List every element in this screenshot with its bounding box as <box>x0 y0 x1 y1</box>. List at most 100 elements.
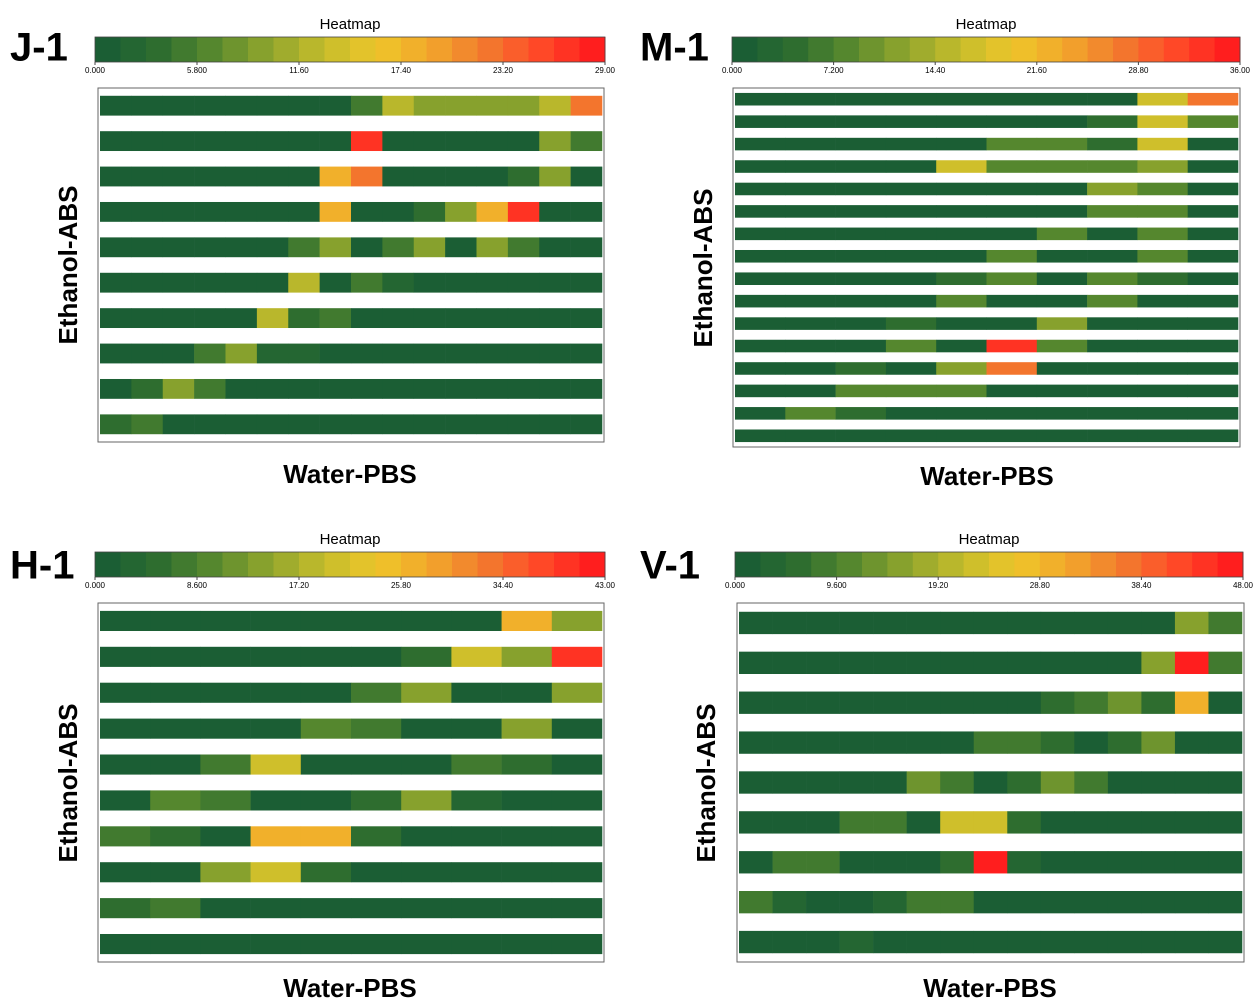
heat-cell <box>351 862 402 883</box>
heat-cell <box>936 294 987 308</box>
heat-cell <box>256 414 289 435</box>
heat-cell <box>445 237 477 258</box>
heat-cell <box>936 272 987 286</box>
heat-cell <box>940 611 975 635</box>
heat-cell <box>100 610 151 632</box>
heat-cell <box>413 237 446 258</box>
heat-cell <box>1040 731 1075 754</box>
heat-cell <box>539 308 571 329</box>
colorbar-segment <box>785 552 812 577</box>
heat-cell <box>940 930 975 954</box>
colorbar-segment <box>401 37 427 62</box>
heat-cell <box>835 182 887 196</box>
heat-cell <box>256 237 289 258</box>
heat-cell <box>785 384 836 398</box>
heat-cell <box>1107 691 1142 714</box>
colorbar-segment <box>299 552 325 577</box>
heat-cell <box>735 294 786 308</box>
heat-cell <box>476 95 509 116</box>
colorbar-segment <box>503 37 529 62</box>
heat-cell <box>570 201 603 222</box>
heat-cell <box>351 378 383 399</box>
heat-cell <box>1187 384 1239 398</box>
heat-cell <box>100 378 132 399</box>
heat-cell <box>225 378 258 399</box>
heat-cell <box>507 343 540 364</box>
heat-cell <box>150 610 201 632</box>
heat-cell <box>194 166 226 187</box>
heat-cell <box>445 95 477 116</box>
heat-cell <box>735 137 786 151</box>
heat-cell <box>351 237 383 258</box>
heat-cell <box>300 933 352 955</box>
heat-cell <box>100 237 132 258</box>
heat-cell <box>256 272 289 293</box>
heat-cell <box>1087 227 1138 241</box>
heat-cell <box>507 237 540 258</box>
heat-cell <box>885 92 937 106</box>
heat-cell <box>785 205 836 218</box>
heat-cell <box>451 682 502 703</box>
heat-cell <box>873 771 907 794</box>
colorbar-tick-label: 0.000 <box>722 66 743 75</box>
heat-cell <box>570 414 603 435</box>
heat-cell <box>200 646 251 667</box>
heat-cell <box>570 272 603 293</box>
heat-cell <box>131 414 164 435</box>
heat-cell <box>413 131 446 152</box>
colorbar-segment <box>452 552 478 577</box>
heat-cell <box>1137 160 1188 173</box>
heat-cell <box>936 205 987 218</box>
colorbar-segment <box>986 37 1012 62</box>
heat-cell <box>1036 294 1088 308</box>
heat-cell <box>986 317 1038 330</box>
colorbar-tick-label: 38.40 <box>1131 581 1152 590</box>
heat-cell <box>735 182 786 196</box>
colorbar-segment <box>757 37 784 62</box>
heat-cell <box>1208 930 1243 954</box>
heat-cell <box>739 771 773 794</box>
heat-cell <box>413 414 446 435</box>
heat-cell <box>986 362 1038 375</box>
heat-cell <box>300 718 352 739</box>
heat-cell <box>507 414 540 435</box>
heat-cell <box>1187 227 1239 241</box>
heat-cell <box>256 308 289 329</box>
heat-cell <box>1174 851 1209 874</box>
heat-cell <box>772 811 807 834</box>
heat-cell <box>401 682 452 703</box>
heat-cell <box>413 166 446 187</box>
heat-cell <box>476 237 509 258</box>
heat-cell <box>739 731 773 754</box>
heat-cell <box>735 249 786 263</box>
heat-cell <box>507 308 540 329</box>
heat-cell <box>131 343 164 364</box>
colorbar-frame <box>731 36 1241 63</box>
colorbar-tick-label: 11.60 <box>289 66 309 75</box>
heat-cell <box>885 294 937 308</box>
heat-cell <box>1074 691 1109 714</box>
colorbar-segment <box>554 37 580 62</box>
heat-cell <box>1107 890 1142 914</box>
heat-cell <box>413 272 446 293</box>
heat-cell <box>539 272 571 293</box>
heat-cell <box>772 611 807 635</box>
heat-cell <box>476 131 509 152</box>
heat-cell <box>507 201 540 222</box>
heat-cell <box>835 92 887 106</box>
heat-cell <box>551 718 603 739</box>
heat-cell <box>100 95 132 116</box>
heat-cell <box>986 429 1038 443</box>
heat-cell <box>1074 731 1109 754</box>
heat-cell <box>1036 92 1088 106</box>
heat-cell <box>300 754 352 775</box>
heat-cell <box>150 754 201 775</box>
heat-cell <box>1137 429 1188 443</box>
heat-cell <box>936 92 987 106</box>
heat-cell <box>131 308 164 329</box>
heat-cell <box>1208 771 1243 794</box>
heat-cell <box>986 115 1038 128</box>
heat-cell <box>885 115 937 128</box>
heat-cell <box>1007 731 1042 754</box>
heat-cell <box>413 308 446 329</box>
